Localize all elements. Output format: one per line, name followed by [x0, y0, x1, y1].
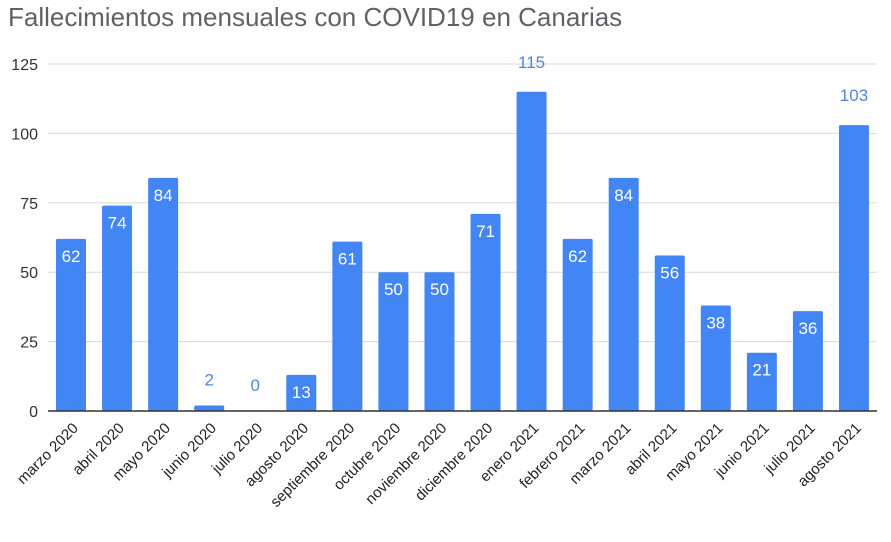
x-tick-label: marzo 2020 [14, 420, 82, 488]
data-label: 50 [384, 280, 403, 299]
bars [56, 91, 869, 412]
data-label: 38 [706, 314, 725, 333]
data-label: 103 [840, 86, 868, 105]
bar [470, 213, 501, 411]
bar [792, 311, 823, 411]
bar [838, 125, 869, 412]
data-label: 13 [292, 383, 311, 402]
bar [746, 352, 777, 411]
data-label: 36 [798, 319, 817, 338]
data-label: 2 [204, 370, 213, 389]
bar [562, 238, 593, 411]
data-label: 56 [660, 264, 679, 283]
bar [102, 205, 133, 411]
bar [332, 241, 363, 411]
bar [148, 177, 179, 411]
y-tick-label: 75 [20, 196, 38, 213]
data-label: 74 [108, 214, 127, 233]
data-label: 21 [752, 361, 771, 380]
data-label: 84 [154, 186, 173, 205]
bar [700, 305, 731, 411]
bar [56, 238, 87, 411]
data-labels: 62 74 84 2 0 13 61 50 50 71 115 62 84 56 38 21 36 103 [62, 53, 869, 402]
data-label: 71 [476, 222, 495, 241]
data-label: 84 [614, 186, 633, 205]
y-tick-label: 125 [11, 57, 38, 74]
bar [286, 374, 317, 411]
data-label: 0 [251, 376, 260, 395]
chart-title: Fallecimientos mensuales con COVID19 en … [8, 2, 623, 32]
y-tick-label: 50 [20, 265, 38, 282]
data-label: 61 [338, 250, 357, 269]
y-tick-label: 100 [11, 126, 38, 143]
bar [424, 272, 455, 411]
bar [608, 177, 639, 411]
gridlines [48, 63, 877, 343]
data-label: 62 [62, 247, 81, 266]
data-label: 50 [430, 280, 449, 299]
bar [194, 405, 225, 411]
data-label: 62 [568, 247, 587, 266]
x-tick-label: noviembre 2020 [362, 420, 450, 508]
bar [378, 272, 409, 411]
data-label: 115 [518, 53, 545, 72]
bar [654, 255, 685, 411]
bar [516, 91, 547, 411]
y-tick-label: 25 [20, 335, 38, 352]
x-tick-label: septiembre 2020 [267, 420, 358, 511]
y-tick-label: 0 [29, 404, 38, 421]
y-axis-ticks: 0 25 50 75 100 125 [11, 57, 38, 421]
